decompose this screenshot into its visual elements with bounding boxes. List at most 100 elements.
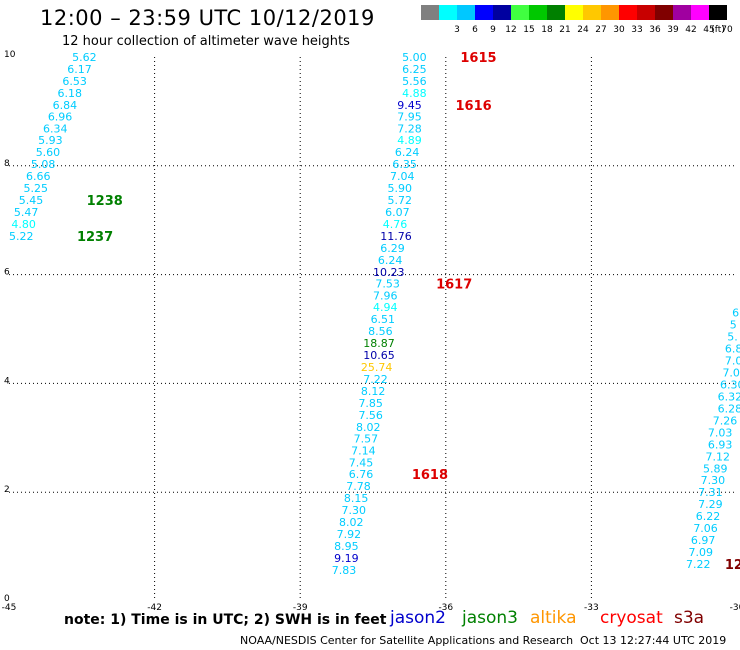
wave-height-point: 5. bbox=[727, 331, 738, 344]
legend-swatch bbox=[637, 5, 655, 20]
legend-swatch bbox=[457, 5, 475, 20]
wave-height-point: 7.85 bbox=[358, 397, 383, 410]
legend-tick-label: 39 bbox=[667, 25, 679, 35]
wave-height-point: 6.22 bbox=[696, 510, 721, 523]
wave-height-point: 6.53 bbox=[62, 75, 87, 88]
satellite-s3a-label: s3a bbox=[674, 608, 705, 628]
legend-tick-label: 12 bbox=[505, 25, 516, 35]
wave-height-point: 9.45 bbox=[397, 99, 422, 112]
legend-tick-label: 24 bbox=[577, 25, 589, 35]
wave-height-point: 5.25 bbox=[24, 182, 48, 195]
pass-time-label: 1237 bbox=[77, 230, 113, 245]
wave-height-point: 6.24 bbox=[378, 254, 403, 267]
wave-height-point: 7.26 bbox=[713, 414, 738, 427]
wave-height-point: 4.88 bbox=[402, 87, 427, 100]
wave-height-point: 7.04 bbox=[390, 170, 415, 183]
y-tick-label: 10 bbox=[4, 50, 16, 60]
wave-height-point: 6.24 bbox=[395, 146, 420, 159]
legend-swatch bbox=[655, 5, 673, 20]
wave-height-point: 6.66 bbox=[26, 170, 50, 183]
wave-height-point: 6.97 bbox=[691, 534, 716, 547]
wave-height-point: 6.96 bbox=[48, 110, 73, 123]
wave-height-point: 6 bbox=[732, 307, 739, 320]
x-tick-label: -30 bbox=[730, 603, 740, 613]
wave-height-point: 6.8 bbox=[725, 343, 740, 356]
wave-height-point: 8.56 bbox=[368, 325, 393, 338]
wave-height-point: 4.76 bbox=[383, 218, 408, 231]
legend-swatch bbox=[583, 5, 601, 20]
wave-height-point: 6.17 bbox=[67, 63, 92, 76]
legend-swatch bbox=[493, 5, 511, 20]
legend-tick-label: 9 bbox=[490, 25, 496, 35]
wave-height-point: 6.18 bbox=[58, 87, 83, 100]
legend-tick-label: 42 bbox=[685, 25, 696, 35]
legend-swatch bbox=[691, 5, 709, 20]
wave-height-point: 7.45 bbox=[349, 456, 374, 469]
wave-height-point: 7.95 bbox=[397, 110, 422, 123]
wave-height-point: 6.35 bbox=[392, 158, 417, 171]
wave-height-point: 6.28 bbox=[718, 402, 740, 415]
wave-height-point: 8.95 bbox=[334, 540, 359, 553]
wave-height-point: 4.94 bbox=[373, 301, 398, 314]
pass-time-label: 1618 bbox=[412, 468, 448, 483]
wave-height-point: 7.83 bbox=[332, 564, 357, 577]
legend-tick-label: 15 bbox=[523, 25, 534, 35]
chart-title: 12:00 – 23:59 UTC 10/12/2019 bbox=[40, 6, 375, 30]
legend-swatch bbox=[601, 5, 619, 20]
wave-height-point: 7.57 bbox=[354, 432, 379, 445]
legend-tick-label: 21 bbox=[559, 25, 570, 35]
wave-height-point: 8.02 bbox=[339, 516, 364, 529]
wave-height-point: 7.12 bbox=[705, 450, 730, 463]
legend-swatch bbox=[565, 5, 583, 20]
chart-subtitle: 12 hour collection of altimeter wave hei… bbox=[62, 34, 350, 49]
wave-height-point: 5.45 bbox=[19, 194, 43, 207]
wave-height-point: 7.28 bbox=[397, 122, 422, 135]
satellite-jason2-label: jason2 bbox=[390, 608, 446, 628]
wave-height-point: 5.72 bbox=[388, 194, 413, 207]
wave-height-point: 7.31 bbox=[698, 486, 723, 499]
wave-height-point: 4.89 bbox=[397, 134, 422, 147]
wave-height-point: 7.78 bbox=[346, 480, 371, 493]
legend-swatch bbox=[547, 5, 565, 20]
wave-height-point: 6.25 bbox=[402, 63, 427, 76]
wave-height-point: 6.76 bbox=[349, 468, 374, 481]
legend-tick-label: 6 bbox=[472, 25, 478, 35]
wave-height-point: 7.0 bbox=[725, 355, 740, 368]
wave-height-point: 6.30 bbox=[720, 378, 740, 391]
wave-height-point: 8.02 bbox=[356, 421, 381, 434]
wave-height-point: 25.74 bbox=[361, 361, 393, 374]
wave-height-point: 7.22 bbox=[363, 373, 388, 386]
legend-swatch bbox=[673, 5, 691, 20]
y-tick-label: 8 bbox=[4, 159, 10, 169]
x-tick-label: -39 bbox=[293, 603, 308, 613]
legend-tick-label: 27 bbox=[595, 25, 606, 35]
satellite-cryosat-label: cryosat bbox=[600, 608, 663, 628]
wave-height-point: 5.56 bbox=[402, 75, 427, 88]
y-tick-label: 0 bbox=[4, 594, 10, 604]
generated-timestamp: Oct 13 12:27:44 UTC 2019 bbox=[580, 634, 727, 647]
wave-height-point: 7.56 bbox=[358, 409, 383, 422]
pass-time-label: 120 bbox=[725, 558, 740, 573]
x-tick-label: -33 bbox=[584, 603, 599, 613]
wave-height-point: 5.90 bbox=[388, 182, 413, 195]
wave-height-point: 11.76 bbox=[380, 230, 412, 243]
wave-height-point: 7.96 bbox=[373, 289, 398, 302]
y-tick-label: 6 bbox=[4, 268, 10, 278]
wave-height-point: 7.53 bbox=[375, 277, 400, 290]
x-tick-label: -36 bbox=[438, 603, 453, 613]
wave-height-point: 18.87 bbox=[363, 337, 395, 350]
legend-swatch bbox=[529, 5, 547, 20]
wave-height-point: 4.80 bbox=[11, 218, 36, 231]
wave-height-point: 8.12 bbox=[361, 385, 386, 398]
wave-height-point: 7.14 bbox=[351, 444, 376, 457]
note-text: note: 1) Time is in UTC; 2) SWH is in fe… bbox=[64, 612, 387, 628]
wave-height-point: 6.07 bbox=[385, 206, 410, 219]
wave-height-point: 10.65 bbox=[363, 349, 395, 362]
wave-height-point: 6.84 bbox=[53, 99, 78, 112]
wave-height-point: 7.06 bbox=[693, 522, 718, 535]
wave-height-point: 6.93 bbox=[708, 438, 733, 451]
wave-height-point: 9.19 bbox=[334, 552, 359, 565]
wave-height-point: 6.32 bbox=[718, 390, 740, 403]
x-tick-label: -42 bbox=[147, 603, 162, 613]
wave-height-point: 7.0 bbox=[722, 367, 740, 380]
